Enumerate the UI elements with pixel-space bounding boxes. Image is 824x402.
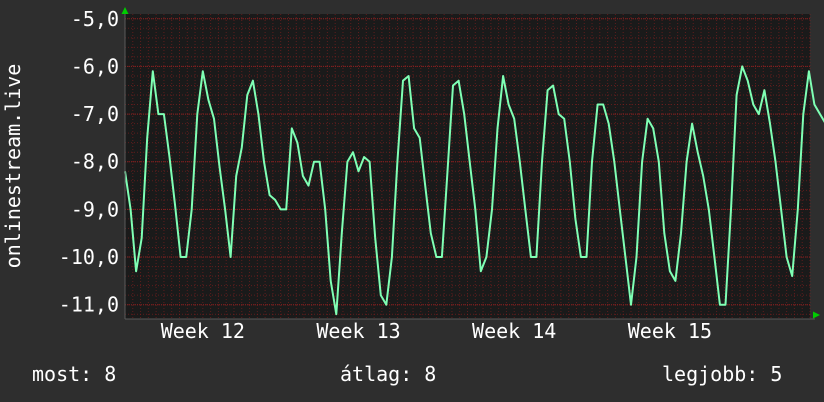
x-tick-label: Week 13 xyxy=(316,319,400,343)
y-tick-labels: -5,0 -6,0 -7,0 -8,0 -9,0 -10,0 -11,0 xyxy=(59,7,119,317)
x-tick-label: Week 15 xyxy=(628,319,712,343)
line-chart: -5,0-6,0-7,0-8,0-9,0-10,0-11,0 Week 12 We… xyxy=(1,7,824,343)
y-tick-label: -11,0 xyxy=(59,293,119,317)
x-tick-label: Week 12 xyxy=(161,319,245,343)
y-axis-arrow-icon xyxy=(121,7,129,14)
y-tick-label: -7,0 xyxy=(71,102,119,126)
series-line xyxy=(124,65,824,316)
best-value: legjobb: 5 xyxy=(662,362,783,386)
x-tick-labels: Week 12 Week 13 Week 14 Week 15 xyxy=(161,319,712,343)
current-value: most: 8 xyxy=(32,362,117,386)
x-axis-arrow-icon xyxy=(813,311,820,319)
average-value: átlag: 8 xyxy=(340,362,437,386)
y-tick-label: -6,0 xyxy=(71,54,119,78)
grid-lines xyxy=(124,14,811,319)
y-tick-label: -9,0 xyxy=(71,197,119,221)
plot-area xyxy=(125,14,810,319)
x-tick-label: Week 14 xyxy=(472,319,556,343)
y-tick-label: -5,0 xyxy=(71,7,119,31)
y-axis-label: onlinestream.live xyxy=(1,64,25,269)
y-tick-label: -10,0 xyxy=(59,245,119,269)
y-tick-label: -8,0 xyxy=(71,150,119,174)
